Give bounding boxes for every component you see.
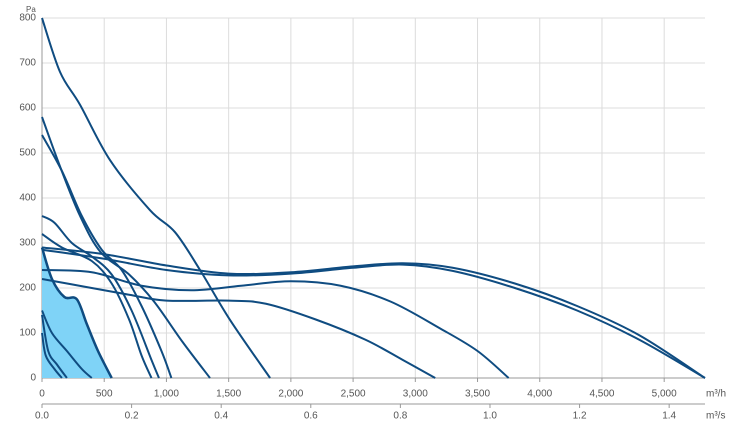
curve bbox=[41, 310, 93, 379]
x-tick-label: 500 bbox=[96, 389, 113, 400]
x2-tick-label: 0.2 bbox=[125, 411, 139, 422]
x-tick-label: 1,000 bbox=[154, 389, 179, 400]
y-tick-label: 700 bbox=[19, 58, 36, 69]
x-tick-label: 2,000 bbox=[278, 389, 303, 400]
y-tick-label: 0 bbox=[30, 373, 36, 384]
curve bbox=[41, 332, 63, 379]
y-tick-label: 500 bbox=[19, 148, 36, 159]
curve bbox=[41, 248, 706, 379]
x2-tick-label: 0.8 bbox=[393, 411, 407, 422]
x2-tick-label: 1.0 bbox=[483, 411, 497, 422]
x2-tick-label: 0.4 bbox=[214, 411, 228, 422]
curve bbox=[41, 314, 68, 379]
x-tick-label: 3,000 bbox=[403, 389, 428, 400]
x2-tick-label: 0.0 bbox=[35, 411, 49, 422]
x-tick-label: 0 bbox=[39, 389, 45, 400]
curve bbox=[41, 233, 153, 379]
curve bbox=[41, 215, 160, 379]
curve bbox=[41, 17, 271, 379]
x2-tick-label: 1.2 bbox=[573, 411, 587, 422]
y-tick-label: 300 bbox=[19, 238, 36, 249]
x-tick-label: 5,000 bbox=[652, 389, 677, 400]
curve bbox=[41, 269, 510, 379]
x-tick-label: 4,000 bbox=[527, 389, 552, 400]
y-tick-label: 600 bbox=[19, 103, 36, 114]
x-tick-label: 3,500 bbox=[465, 389, 490, 400]
x2-axis-label: m³/s bbox=[706, 411, 725, 422]
x-tick-label: 2,500 bbox=[341, 389, 366, 400]
x2-tick-label: 0.6 bbox=[304, 411, 318, 422]
curve bbox=[41, 246, 706, 379]
y-tick-label: 400 bbox=[19, 193, 36, 204]
x-axis-label: m³/h bbox=[706, 389, 726, 400]
curve bbox=[41, 278, 436, 379]
y-tick-label: 100 bbox=[19, 328, 36, 339]
y-tick-label: 200 bbox=[19, 283, 36, 294]
curve bbox=[40, 247, 113, 379]
y-tick-label: 800 bbox=[19, 13, 36, 24]
y-axis-label: Pa bbox=[26, 5, 36, 14]
x2-tick-label: 1.4 bbox=[662, 411, 676, 422]
x-tick-label: 1,500 bbox=[216, 389, 241, 400]
x-tick-label: 4,500 bbox=[589, 389, 614, 400]
